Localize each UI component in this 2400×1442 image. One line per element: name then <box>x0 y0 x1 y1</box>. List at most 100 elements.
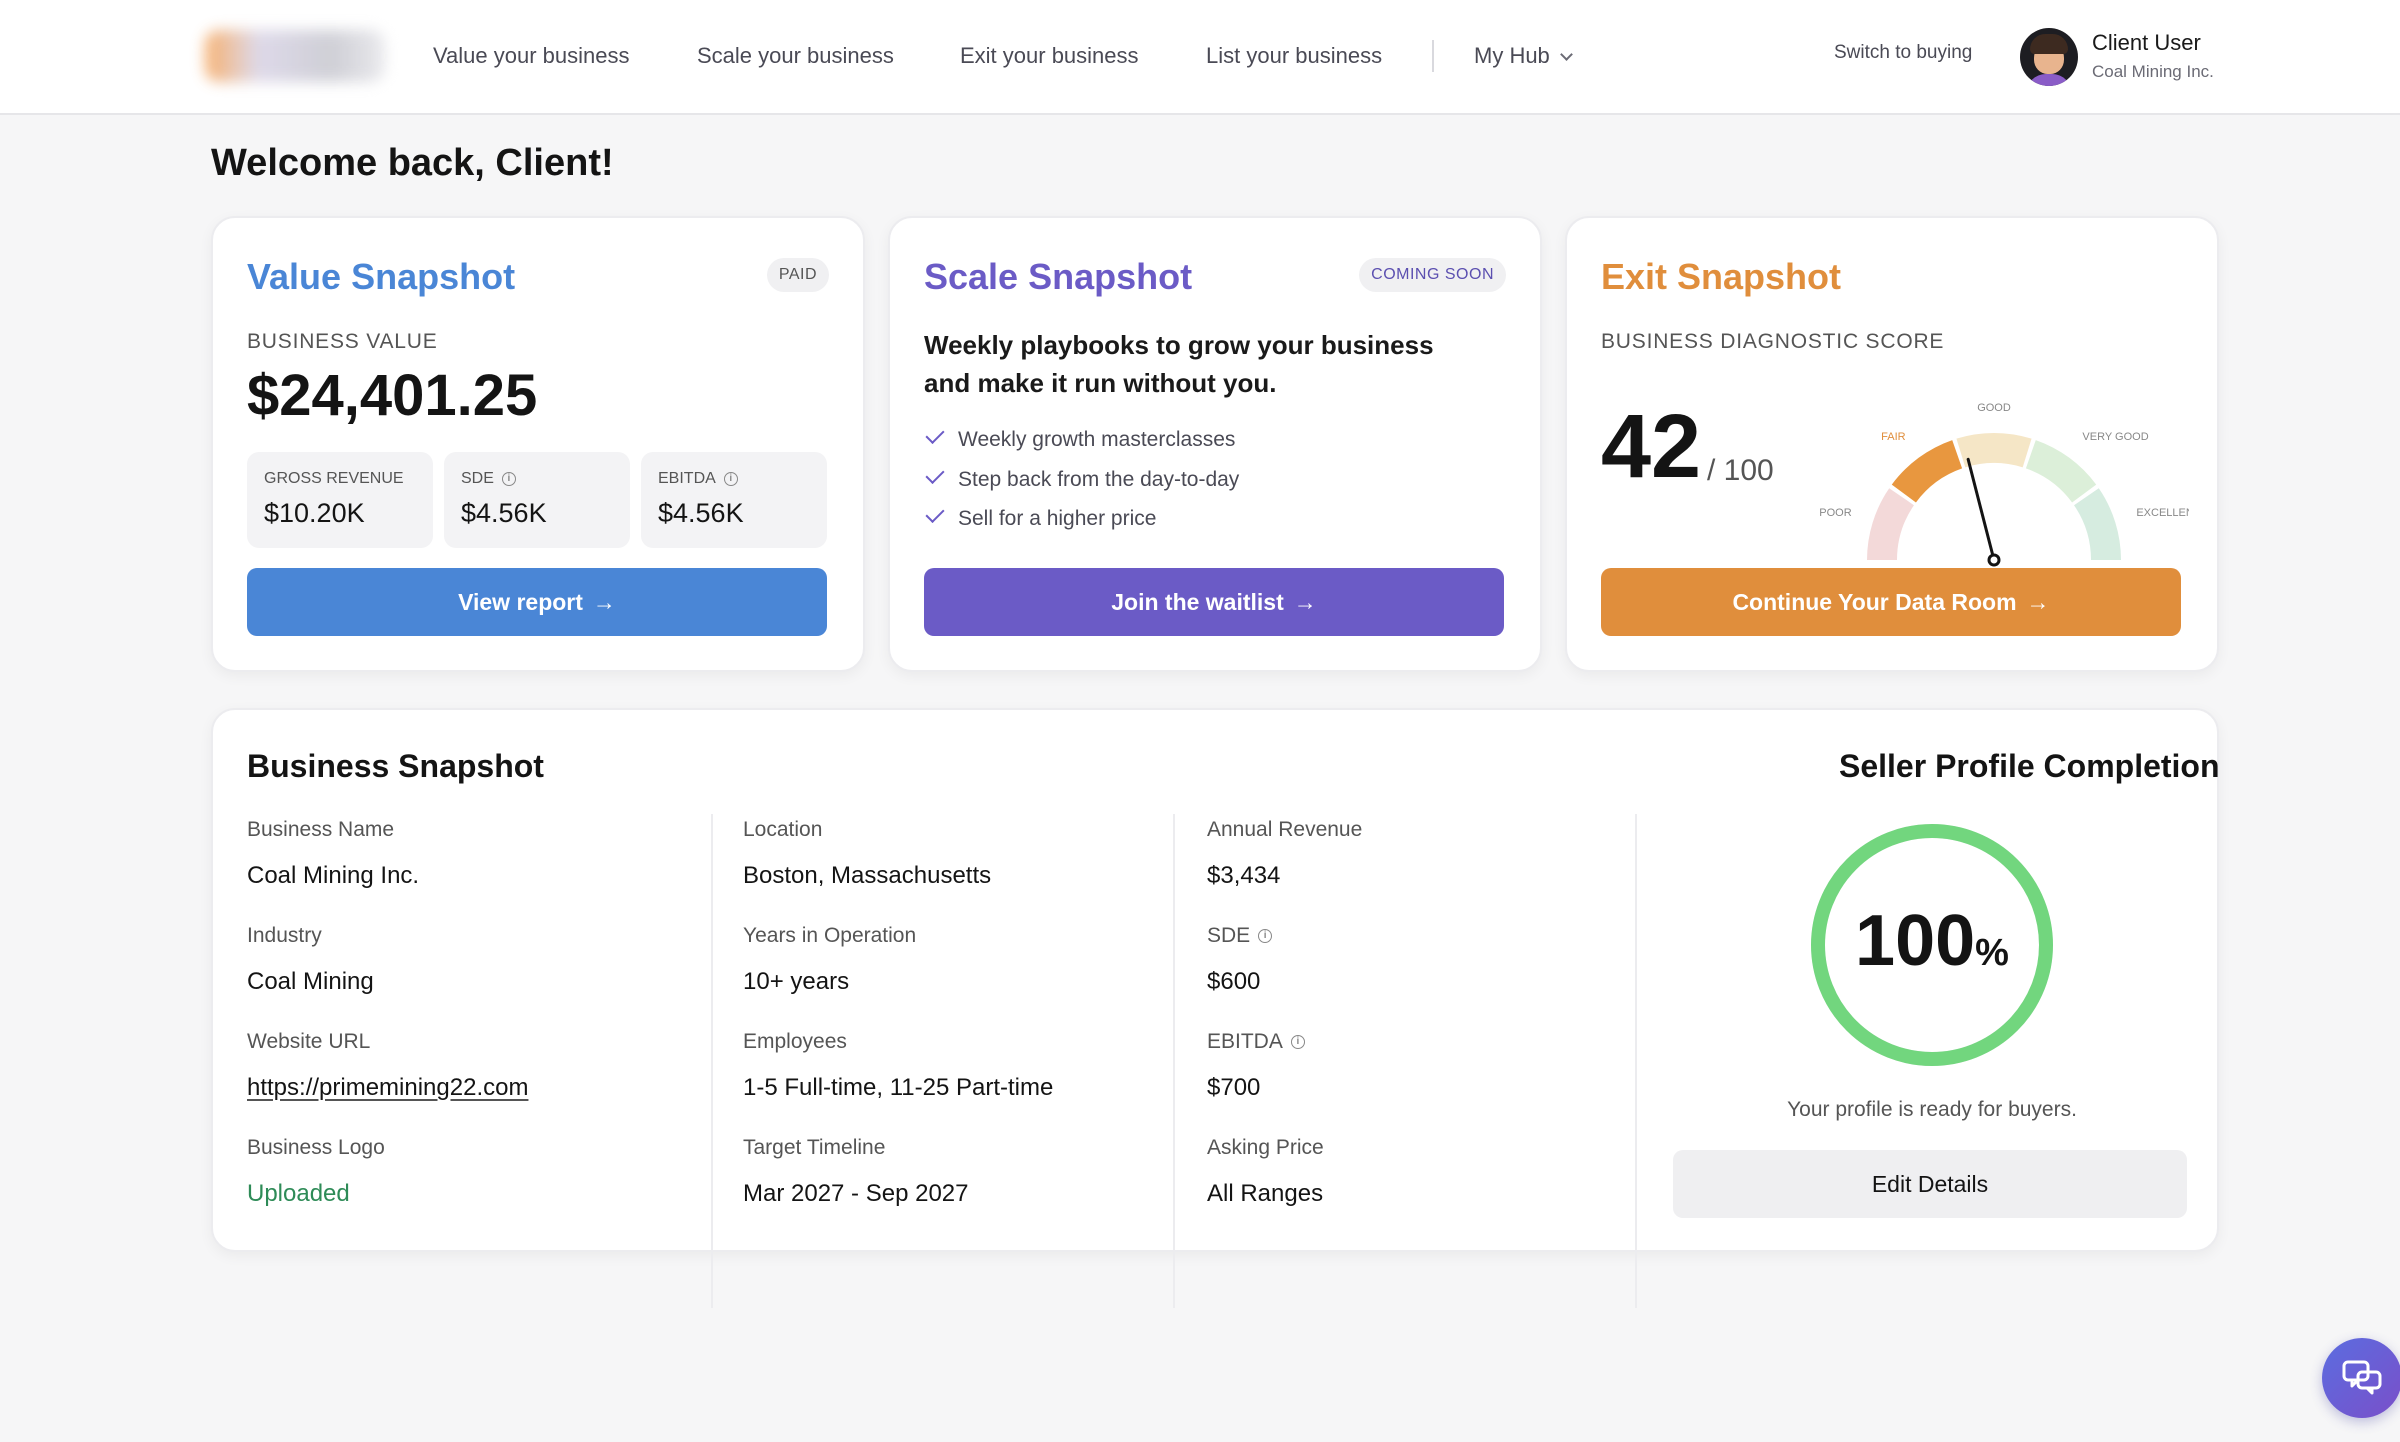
gauge-segment-fair <box>1891 440 1963 503</box>
gross-revenue-value: $10.20K <box>264 498 365 528</box>
percent-sign: % <box>1975 932 2009 974</box>
gauge-label-fair: FAIR <box>1881 431 1906 443</box>
join-waitlist-button[interactable]: Join the waitlist → <box>924 568 1504 636</box>
employees-label: Employees <box>743 1030 847 1053</box>
sde-stat: SDE i $4.56K <box>444 452 630 548</box>
profile-completion-ring <box>1811 824 2053 1066</box>
avatar-shirt <box>2026 74 2072 86</box>
score-denominator: / 100 <box>1707 454 1774 487</box>
business-snapshot-card: Business Snapshot Business Name Coal Min… <box>211 708 2220 1308</box>
gauge-segment-good <box>1956 433 2032 468</box>
gauge-label-very-good: VERY GOOD <box>2082 431 2148 443</box>
continue-data-room-button[interactable]: Continue Your Data Room → <box>1601 568 2181 636</box>
years-in-operation-value: 10+ years <box>743 968 850 995</box>
nav-list-your-business[interactable]: List your business <box>1206 43 1383 68</box>
target-timeline-label: Target Timeline <box>743 1136 886 1159</box>
industry-label: Industry <box>247 924 322 947</box>
info-icon[interactable]: i <box>1290 1035 1305 1050</box>
gauge-label-excellent: EXCELLENT <box>2136 507 2189 519</box>
check-icon <box>925 424 945 445</box>
column-divider <box>1635 814 1637 1308</box>
business-name-value: Coal Mining Inc. <box>247 862 420 889</box>
business-logo-label: Business Logo <box>247 1136 385 1159</box>
edit-details-button[interactable]: Edit Details <box>1673 1150 2187 1218</box>
benefit-label: Sell for a higher price <box>958 507 1157 530</box>
diagnostic-score-label: BUSINESS DIAGNOSTIC SCORE <box>1601 330 1945 353</box>
employees-value: 1-5 Full-time, 11-25 Part-time <box>743 1074 1054 1101</box>
info-icon[interactable]: i <box>723 471 738 486</box>
ebitda-stat: EBITDA i $4.56K <box>641 452 827 548</box>
avatar[interactable] <box>2020 28 2078 86</box>
gauge-label-poor: POOR <box>1819 507 1851 519</box>
gauge-label-good: GOOD <box>1977 402 2011 414</box>
sde-stat-value: $4.56K <box>461 498 547 528</box>
brand-logo[interactable] <box>205 30 385 82</box>
diagnostic-score: 42 <box>1601 397 1702 497</box>
benefit-label: Weekly growth masterclasses <box>958 428 1236 451</box>
column-divider <box>711 814 713 1308</box>
exit-snapshot-card: Exit Snapshot BUSINESS DIAGNOSTIC SCORE … <box>1565 216 2219 672</box>
switch-to-buying-link[interactable]: Switch to buying <box>1834 42 1973 63</box>
location-value: Boston, Massachusetts <box>743 862 992 889</box>
top-navigation-bar: Value your business Scale your business … <box>0 0 2400 115</box>
gauge-segment-excellent <box>2074 488 2121 560</box>
benefit-label: Step back from the day-to-day <box>958 468 1240 491</box>
profile-ready-message: Your profile is ready for buyers. <box>1787 1098 2077 1121</box>
annual-revenue-value: $3,434 <box>1207 862 1281 889</box>
nav-scale-your-business[interactable]: Scale your business <box>697 43 894 68</box>
benefit-item: Weekly growth masterclasses <box>924 424 1236 452</box>
annual-revenue-label: Annual Revenue <box>1207 818 1363 841</box>
gauge-segment-poor <box>1867 488 1914 560</box>
asking-price-label: Asking Price <box>1207 1136 1324 1159</box>
years-in-operation-label: Years in Operation <box>743 924 917 947</box>
view-report-button[interactable]: View report → <box>247 568 827 636</box>
value-snapshot-title: Value Snapshot <box>247 256 516 297</box>
ebitda-label: EBITDA <box>1207 1030 1283 1053</box>
completion-percent: 100% <box>1807 900 2057 982</box>
check-icon <box>925 464 945 485</box>
website-url-label: Website URL <box>247 1030 371 1053</box>
gauge-needle <box>1966 457 1996 562</box>
nav-value-your-business[interactable]: Value your business <box>433 43 630 68</box>
score-gauge: POOR FAIR GOOD VERY GOOD EXCELLENT <box>1819 402 2189 567</box>
benefit-item: Sell for a higher price <box>924 503 1157 531</box>
business-value-label: BUSINESS VALUE <box>247 330 438 353</box>
business-value: $24,401.25 <box>247 363 538 428</box>
nav-divider <box>1432 40 1434 72</box>
info-icon[interactable]: i <box>1258 929 1273 944</box>
chat-button[interactable] <box>2322 1338 2400 1418</box>
my-hub-dropdown[interactable]: My Hub <box>1474 40 1573 72</box>
target-timeline-value: Mar 2027 - Sep 2027 <box>743 1180 969 1207</box>
view-report-label: View report <box>458 589 583 615</box>
info-icon[interactable]: i <box>501 471 516 486</box>
user-organization: Coal Mining Inc. <box>2092 62 2214 81</box>
ebitda-value: $700 <box>1207 1074 1261 1101</box>
ebitda-field: EBITDA i <box>1207 1030 1305 1054</box>
check-icon <box>925 503 945 524</box>
gross-revenue-label: GROSS REVENUE <box>264 470 404 487</box>
ebitda-stat-value: $4.56K <box>658 498 744 528</box>
scale-snapshot-card: Scale Snapshot COMING SOON Weekly playbo… <box>888 216 1542 672</box>
user-name[interactable]: Client User <box>2092 30 2201 55</box>
seller-profile-title: Seller Profile Completion <box>1839 748 2220 784</box>
chat-bubbles-icon <box>2342 1360 2382 1395</box>
arrow-right-icon: → <box>2026 589 2050 615</box>
completion-progress-arc <box>1811 824 2053 1066</box>
arrow-right-icon: → <box>1293 589 1317 615</box>
scale-snapshot-title: Scale Snapshot <box>924 256 1193 297</box>
avatar-hair <box>2030 34 2068 54</box>
column-divider <box>1173 814 1175 1308</box>
arrow-right-icon: → <box>592 589 616 615</box>
exit-snapshot-title: Exit Snapshot <box>1601 256 1842 297</box>
nav-exit-your-business[interactable]: Exit your business <box>960 43 1139 68</box>
website-url-link[interactable]: https://primemining22.com <box>247 1074 529 1101</box>
page-title: Welcome back, Client! <box>211 142 614 184</box>
value-snapshot-card: Value Snapshot PAID BUSINESS VALUE $24,4… <box>211 216 865 672</box>
sde-stat-label: SDE <box>461 470 494 487</box>
benefit-item: Step back from the day-to-day <box>924 464 1240 492</box>
coming-soon-badge: COMING SOON <box>1359 258 1506 292</box>
chevron-down-icon <box>1559 48 1573 61</box>
industry-value: Coal Mining <box>247 968 374 995</box>
business-logo-status: Uploaded <box>247 1180 350 1207</box>
gauge-hub <box>1987 553 2001 567</box>
